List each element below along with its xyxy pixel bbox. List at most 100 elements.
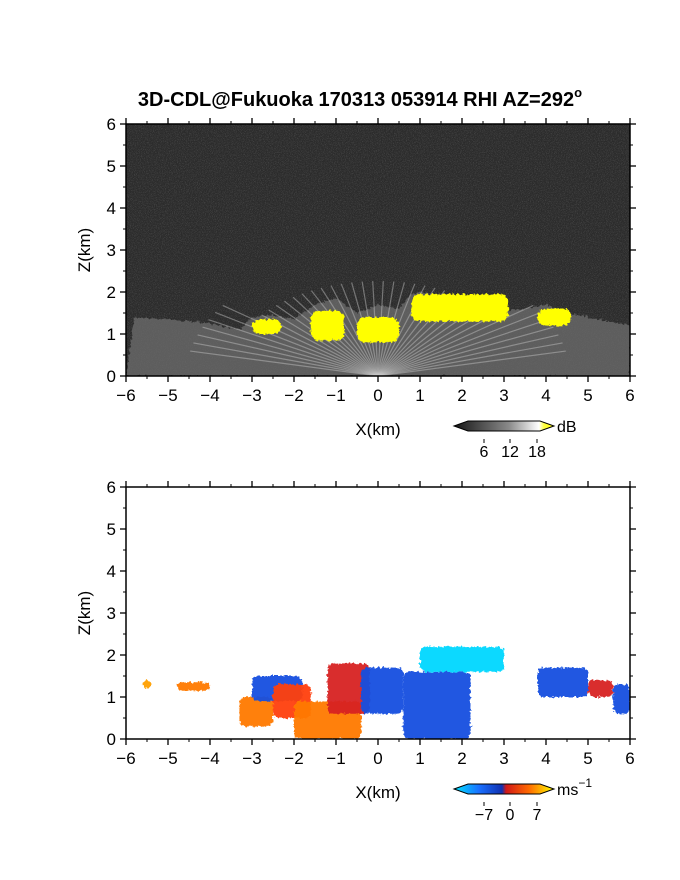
echo-streak: [202, 326, 379, 376]
velocity-region: [239, 697, 273, 727]
velocity-image: [142, 646, 630, 739]
echo-streak: [275, 304, 379, 376]
velocity-x-tick-label: 6: [625, 749, 634, 768]
backscatter-y-axis-label: Z(km): [75, 228, 94, 272]
backscatter-x-tick-label: −1: [326, 386, 345, 405]
strong-echo-region: [357, 317, 399, 343]
backscatter-y-tick-label: 0: [107, 367, 116, 386]
velocity-colorbar-tick-label: 0: [506, 807, 515, 824]
backscatter-x-axis-label: X(km): [355, 420, 400, 439]
velocity-x-tick-label: 1: [415, 749, 424, 768]
velocity-colorbar: −7 0 7 ms−1: [452, 776, 592, 824]
velocity-x-tick-label: 0: [373, 749, 382, 768]
backscatter-y-tick-label: 1: [107, 325, 116, 344]
strong-echo-region: [252, 319, 282, 334]
echo-streak: [197, 334, 379, 376]
velocity-x-tick-label: −1: [326, 749, 345, 768]
velocity-region: [142, 680, 152, 689]
backscatter-colorbar-tick-label: 6: [480, 444, 489, 461]
strong-echo-region: [411, 294, 509, 322]
backscatter-x-tick-label: 0: [373, 386, 382, 405]
velocity-region: [420, 646, 504, 672]
velocity-region: [327, 663, 370, 714]
echo-streak: [377, 334, 559, 376]
echo-streak: [330, 285, 379, 376]
velocity-region: [588, 680, 614, 697]
backscatter-x-tick-label: 5: [583, 386, 592, 405]
velocity-region: [613, 684, 630, 714]
echo-streak: [377, 304, 534, 376]
velocity-x-tick-label: 5: [583, 749, 592, 768]
backscatter-colorbar-unit: dB: [557, 419, 577, 436]
velocity-region: [361, 667, 404, 714]
velocity-colorbar-tick-label: 7: [533, 807, 542, 824]
velocity-panel: −6 −5 −4 −3 −2 −1 0 1 2 3 4 5 6 0 1 2 3 4 5 6 X(km) Z(km) −…: [75, 478, 636, 824]
echo-streak: [268, 309, 379, 376]
backscatter-x-tick-label: −5: [158, 386, 177, 405]
backscatter-colorbar-tick-label: 18: [528, 444, 546, 461]
velocity-x-tick-label: −6: [116, 749, 135, 768]
echo-streak: [190, 350, 379, 376]
figure-title: 3D-CDL@Fukuoka 170313 053914 RHI AZ=292o: [138, 85, 582, 111]
echo-streak: [193, 342, 379, 376]
velocity-x-tick-label: 4: [541, 749, 550, 768]
backscatter-x-tick-label: 6: [625, 386, 634, 405]
backscatter-axes: −6 −5 −4 −3 −2 −1 0 1 2 3 4 5 6 0 1 2 3 4 5 6: [107, 115, 636, 405]
backscatter-y-tick-label: 4: [107, 199, 116, 218]
echo-streak: [377, 319, 548, 376]
backscatter-x-tick-label: −4: [200, 386, 219, 405]
velocity-x-tick-label: −4: [200, 749, 219, 768]
backscatter-y-tick-label: 2: [107, 283, 116, 302]
echo-streak: [208, 319, 379, 376]
backscatter-x-tick-label: 1: [415, 386, 424, 405]
backscatter-x-tick-label: 3: [499, 386, 508, 405]
velocity-y-tick-label: 5: [107, 520, 116, 539]
backscatter-y-tick-label: 6: [107, 115, 116, 134]
velocity-y-tick-label: 1: [107, 688, 116, 707]
backscatter-y-tick-label: 5: [107, 157, 116, 176]
backscatter-x-tick-label: −2: [284, 386, 303, 405]
backscatter-x-tick-label: 2: [457, 386, 466, 405]
velocity-colorbar-ramp: [452, 783, 556, 795]
backscatter-image: [126, 281, 630, 376]
echo-streak: [377, 350, 566, 376]
echo-streak: [214, 311, 379, 376]
backscatter-panel: −6 −5 −4 −3 −2 −1 0 1 2 3 4 5 6 0 1 2 3 4 5 6 X(km) Z(km) 6…: [75, 115, 636, 461]
echo-streak: [310, 290, 379, 376]
backscatter-x-tick-label: −6: [116, 386, 135, 405]
echo-streak: [377, 342, 563, 376]
strong-echo-region: [310, 310, 345, 341]
velocity-x-tick-label: 3: [499, 749, 508, 768]
strong-echo-region: [537, 308, 572, 326]
velocity-axes: −6 −5 −4 −3 −2 −1 0 1 2 3 4 5 6 0 1 2 3 4 5 6: [107, 478, 636, 768]
echo-streak: [377, 311, 542, 376]
backscatter-colorbar-ramp: [452, 420, 556, 432]
velocity-y-tick-label: 4: [107, 562, 116, 581]
velocity-colorbar-ticks: −7 0 7: [475, 802, 542, 824]
backscatter-colorbar-ticks: 6 12 18: [480, 439, 546, 461]
velocity-y-axis-label: Z(km): [75, 591, 94, 635]
velocity-y-tick-label: 6: [107, 478, 116, 497]
backscatter-y-tick-label: 3: [107, 241, 116, 260]
velocity-region: [176, 682, 210, 691]
velocity-x-tick-label: −5: [158, 749, 177, 768]
echo-streak: [320, 287, 379, 376]
echo-streak: [377, 326, 554, 376]
velocity-x-tick-label: −2: [284, 749, 303, 768]
echo-streak: [377, 314, 495, 376]
velocity-x-axis-label: X(km): [355, 783, 400, 802]
backscatter-x-tick-label: 4: [541, 386, 550, 405]
velocity-region: [403, 671, 471, 739]
velocity-colorbar-tick-label: −7: [475, 807, 493, 824]
velocity-y-tick-label: 2: [107, 646, 116, 665]
velocity-region: [537, 667, 588, 697]
backscatter-colorbar: 6 12 18 dB: [452, 419, 577, 461]
echo-streak: [222, 304, 379, 376]
velocity-x-tick-label: −3: [242, 749, 261, 768]
velocity-colorbar-unit: ms−1: [557, 776, 592, 799]
velocity-y-tick-label: 3: [107, 604, 116, 623]
velocity-x-tick-label: 2: [457, 749, 466, 768]
velocity-y-tick-label: 0: [107, 730, 116, 749]
backscatter-x-tick-label: −3: [242, 386, 261, 405]
